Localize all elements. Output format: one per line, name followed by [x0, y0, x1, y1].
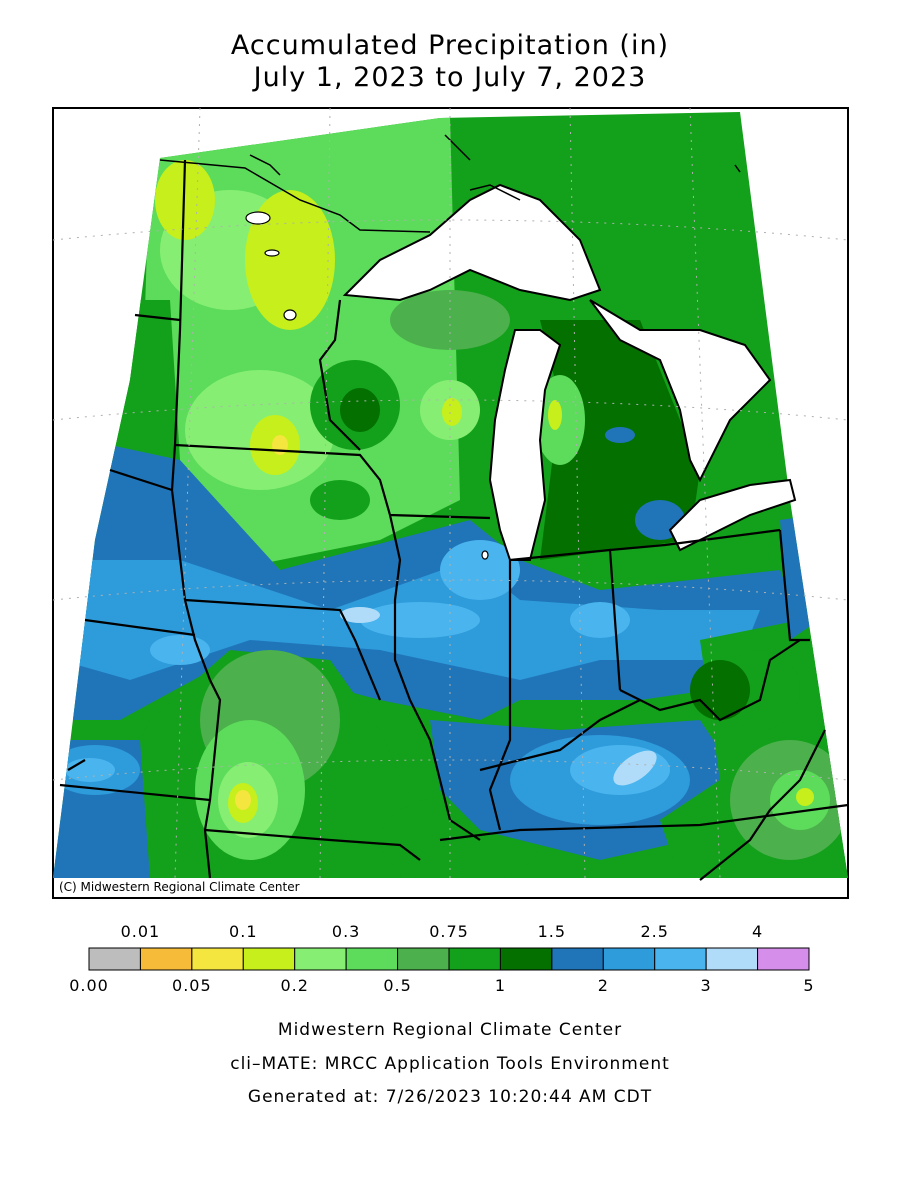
great-lakes — [342, 183, 797, 561]
legend-bottom-label: 0.5 — [383, 976, 412, 995]
legend-bottom-label: 2 — [597, 976, 609, 995]
legend-swatch — [345, 947, 399, 971]
legend-swatch — [242, 947, 296, 971]
legend-swatch — [499, 947, 553, 971]
legend-bottom-label: 0.2 — [280, 976, 309, 995]
legend-swatch — [397, 947, 450, 971]
legend-bottom-label: 0.00 — [69, 976, 109, 995]
map-title-line-2: July 1, 2023 to July 7, 2023 — [253, 62, 647, 93]
legend-bottom-label: 1 — [494, 976, 507, 995]
legend-top-label: 0.1 — [229, 922, 258, 941]
precipitation-legend — [88, 947, 810, 971]
legend-swatch — [602, 947, 656, 971]
lake-michigan — [488, 329, 562, 561]
lake-huron — [589, 299, 772, 483]
footer-generated: Generated at: 7/26/2023 10:20:44 AM CDT — [247, 1087, 653, 1107]
graticule — [52, 107, 849, 879]
legend-top-label: 1.5 — [537, 922, 567, 941]
iowa-north-border — [174, 443, 491, 520]
legend-swatch — [88, 947, 141, 971]
legend-swatch — [294, 947, 347, 971]
footer-tool: cli–MATE: MRCC Application Tools Environ… — [230, 1054, 670, 1074]
lake-erie — [668, 478, 797, 552]
legend-swatch — [448, 947, 501, 971]
legend-bottom-label: 5 — [803, 976, 815, 995]
legend-bottom-label: 0.05 — [172, 976, 212, 995]
state-boundaries — [59, 159, 849, 881]
footer-org: Midwestern Regional Climate Center — [277, 1020, 623, 1040]
legend-swatch — [705, 947, 759, 971]
legend-swatch — [551, 947, 604, 971]
legend-top-label: 4 — [751, 922, 764, 941]
map-credit-label: (C) Midwestern Regional Climate Center — [55, 879, 304, 895]
legend-top-label: 0.01 — [120, 922, 161, 941]
lake-superior — [342, 183, 602, 302]
legend-swatch — [191, 947, 244, 971]
map-title-line-1: Accumulated Precipitation (in) — [230, 30, 670, 61]
legend-swatch — [757, 947, 810, 971]
legend-bottom-label: 3 — [700, 976, 712, 995]
legend-swatch — [139, 947, 193, 971]
legend-top-label: 2.5 — [640, 922, 669, 941]
legend-top-label: 0.3 — [331, 922, 361, 941]
legend-top-label: 0.75 — [429, 922, 469, 941]
legend-swatch — [654, 947, 707, 971]
